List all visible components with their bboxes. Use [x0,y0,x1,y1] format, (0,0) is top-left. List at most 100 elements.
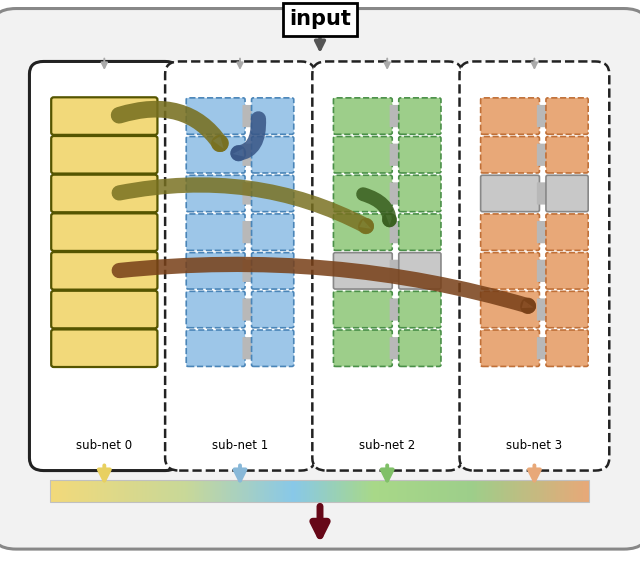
Bar [186,480,189,502]
Bar [346,480,348,502]
Bar [90,480,92,502]
Bar [264,480,266,502]
Bar [435,480,436,502]
Bar [426,480,428,502]
Bar [177,480,180,502]
Bar [564,480,566,502]
Bar [330,480,332,502]
Bar [364,480,366,502]
FancyBboxPatch shape [546,98,588,134]
FancyBboxPatch shape [29,61,179,471]
Bar [350,480,352,502]
Bar [278,480,280,502]
Bar [235,480,237,502]
Bar [192,480,194,502]
Bar [337,480,339,502]
Bar [204,480,207,502]
Bar [380,480,383,502]
FancyBboxPatch shape [252,253,294,289]
Bar [537,480,539,502]
FancyBboxPatch shape [546,175,588,212]
Bar [468,480,470,502]
Bar [486,480,488,502]
Bar [517,480,519,502]
FancyBboxPatch shape [243,182,254,205]
Bar [420,480,422,502]
Bar [63,480,65,502]
FancyBboxPatch shape [390,221,401,244]
Bar [382,480,385,502]
Bar [522,480,524,502]
Bar [86,480,88,502]
Bar [366,480,368,502]
FancyBboxPatch shape [186,175,245,212]
Bar [538,480,541,502]
Bar [321,480,323,502]
FancyBboxPatch shape [186,291,245,328]
Bar [118,480,120,502]
Bar [335,480,338,502]
Bar [273,480,275,502]
FancyBboxPatch shape [390,259,401,282]
Bar [341,480,343,502]
Bar [210,480,212,502]
Bar [442,480,444,502]
Bar [224,480,227,502]
Bar [326,480,329,502]
FancyBboxPatch shape [546,291,588,328]
Bar [417,480,419,502]
FancyBboxPatch shape [186,330,245,366]
FancyBboxPatch shape [333,253,392,289]
Bar [415,480,417,502]
Bar [195,480,198,502]
Bar [102,480,104,502]
Bar [368,480,370,502]
Bar [409,480,412,502]
Bar [436,480,438,502]
Bar [454,480,456,502]
Bar [445,480,447,502]
Bar [97,480,99,502]
Bar [237,480,239,502]
Bar [284,480,285,502]
FancyBboxPatch shape [481,253,540,289]
Bar [175,480,178,502]
Bar [79,480,81,502]
Bar [230,480,232,502]
Bar [438,480,440,502]
Bar [531,480,533,502]
Bar [553,480,555,502]
Bar [535,480,537,502]
Bar [122,480,124,502]
FancyBboxPatch shape [333,137,392,173]
FancyBboxPatch shape [399,330,441,366]
Bar [92,480,93,502]
FancyBboxPatch shape [399,214,441,250]
Bar [55,480,58,502]
Bar [573,480,575,502]
FancyArrowPatch shape [119,265,529,307]
Bar [497,480,499,502]
Bar [386,480,388,502]
FancyBboxPatch shape [537,337,548,360]
Bar [275,480,276,502]
FancyBboxPatch shape [481,214,540,250]
Bar [328,480,330,502]
FancyBboxPatch shape [390,105,401,127]
FancyBboxPatch shape [252,330,294,366]
Bar [262,480,264,502]
FancyBboxPatch shape [333,98,392,134]
FancyBboxPatch shape [390,337,401,360]
Bar [289,480,291,502]
Bar [308,480,310,502]
Bar [408,480,410,502]
Bar [305,480,307,502]
Bar [449,480,451,502]
Bar [402,480,404,502]
Bar [444,480,445,502]
Bar [493,480,496,502]
FancyBboxPatch shape [243,259,254,282]
Bar [54,480,56,502]
Bar [395,480,397,502]
Bar [458,480,460,502]
